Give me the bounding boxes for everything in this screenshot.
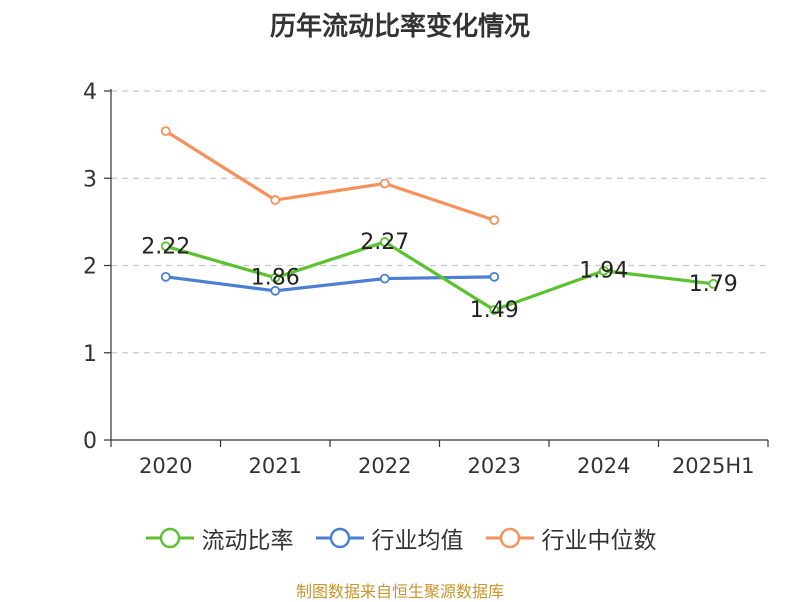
data-point [270,272,281,283]
y-tick-label: 2 [83,255,97,280]
legend-swatch [485,527,534,549]
legend-item[interactable]: 流动比率 [144,521,294,555]
chart-title: 历年流动比率变化情况 [269,12,530,42]
legend-swatch [315,527,364,549]
x-tick-label: 2020 [139,454,192,478]
data-point [598,265,609,276]
legend-item[interactable]: 行业中位数 [484,521,657,555]
data-label: 2.22 [141,234,190,259]
grid-lines [111,90,768,354]
y-tick-label: 0 [83,429,97,454]
data-point [270,285,281,296]
x-tick-label: 2024 [577,454,630,478]
data-point [379,178,390,189]
data-point [489,305,500,315]
legend-label: 行业均值 [371,528,464,554]
legend-swatch [145,527,194,549]
legend-label: 行业中位数 [541,528,657,554]
data-point [489,271,500,282]
series-line [164,129,495,222]
y-tick-label: 4 [83,80,97,105]
legend-swatch-marker [159,527,180,549]
legend-item[interactable]: 行业均值 [314,521,464,555]
x-tick-label: 2021 [249,454,302,478]
data-label: 1.49 [470,298,519,323]
data-label: 1.94 [579,259,628,284]
data-point [160,271,171,282]
source-note: 制图数据来自恒生聚源数据库 [295,582,504,601]
series-lines [160,126,719,315]
legend-swatch-marker [329,527,350,549]
data-point [160,241,171,252]
series-line [165,240,714,312]
data-labels: 2.22 1.86 2.27 1.49 1.94 1.79 [141,230,737,323]
data-point [379,237,390,247]
y-tick-label: 3 [83,167,97,192]
legend-swatch-marker [499,527,520,549]
data-label: 1.79 [689,272,738,297]
legend: 流动比率 行业均值 行业中位数 [0,518,800,558]
x-tick-label: 2025H1 [672,454,755,478]
axes: 0 1 2 3 4 2020 2021 2022 2023 2024 2025H1 [83,80,769,478]
data-point [489,215,500,226]
data-point [270,195,281,205]
x-tick-label: 2022 [358,454,411,478]
y-tick-label: 1 [83,342,97,367]
x-tick-label: 2023 [468,454,521,478]
data-label: 1.86 [251,266,300,291]
data-point [379,273,390,284]
data-point [160,126,171,137]
legend-label: 流动比率 [201,528,294,554]
data-label: 2.27 [360,230,409,255]
data-point [708,278,719,289]
